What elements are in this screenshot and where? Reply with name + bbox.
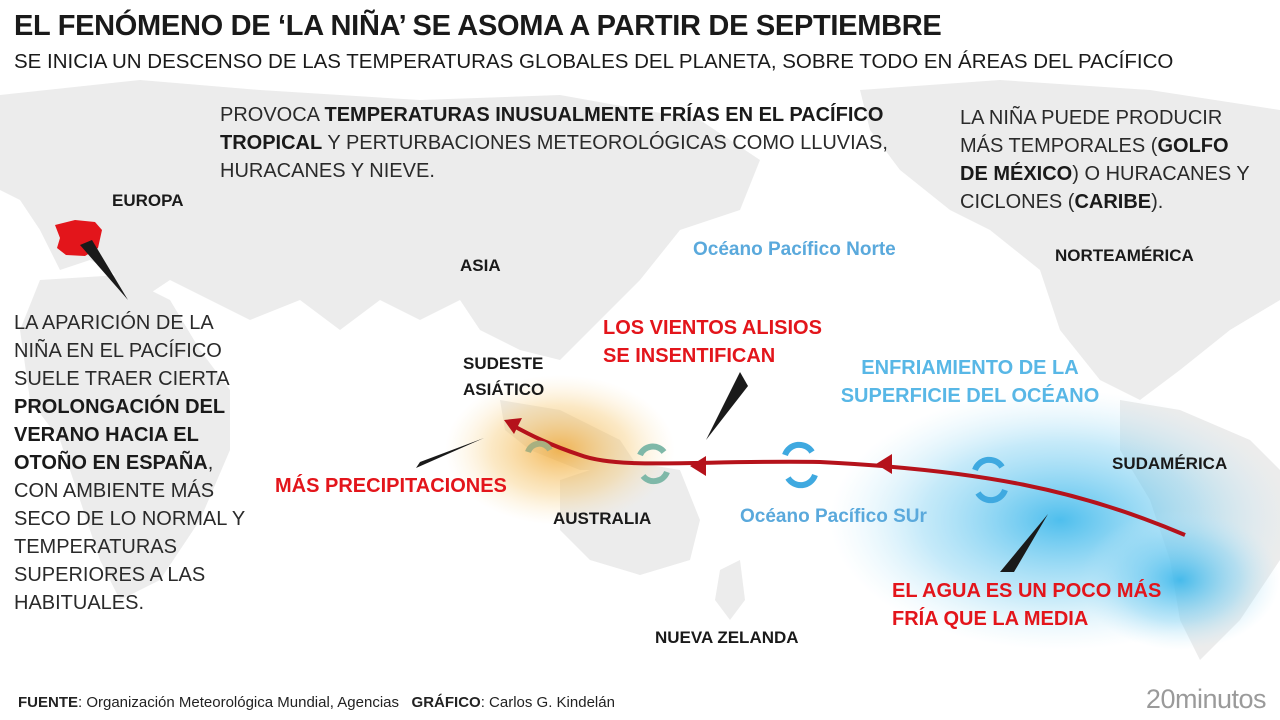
- arrowhead: [504, 418, 522, 434]
- cyclone: [525, 440, 553, 454]
- credit: : Carlos G. Kindelán: [480, 694, 615, 711]
- note-emphasis: PROLONGACIÓN DEL VERANO HACIA EL OTOÑO E…: [14, 396, 225, 474]
- cyclone: [972, 456, 1008, 504]
- pointer: [706, 372, 748, 440]
- note: LA NIÑA PUEDE PRODUCIR MÁS TEMPORALES (G…: [960, 104, 1260, 216]
- place-label: NORTEAMÉRICA: [1055, 246, 1194, 265]
- brand-logo: 20minutos: [1145, 684, 1267, 714]
- title: EL FENÓMENO DE ‘LA NIÑA’ SE ASOMA A PART…: [14, 10, 942, 42]
- callout: ENFRIAMIENTO DE LA SUPERFICIE DEL OCÉANO: [840, 357, 1100, 407]
- pointer: [80, 240, 128, 300]
- source-label: FUENTE: [18, 694, 78, 711]
- callout: MÁS PRECIPITACIONES: [275, 475, 507, 497]
- place-label: EUROPA: [112, 191, 184, 210]
- arrowheads: [504, 418, 892, 476]
- place-label: ASIA: [460, 256, 501, 275]
- pointer: [416, 438, 484, 468]
- note: PROVOCA TEMPERATURAS INUSUALMENTE FRÍAS …: [220, 101, 910, 185]
- note: LA APARICIÓN DE LA NIÑA EN EL PACÍFICO S…: [14, 309, 249, 617]
- note-emphasis: GOLFO DE MÉXICO: [960, 135, 1229, 185]
- pointer: [1000, 514, 1048, 572]
- place-label: NUEVA ZELANDA: [655, 628, 799, 647]
- callout: LOS VIENTOS ALISIOS SE INSENTIFICAN: [603, 317, 822, 367]
- note-emphasis: TEMPERATURAS INUSUALMENTE FRÍAS EN EL PA…: [220, 104, 884, 154]
- subtitle: SE INICIA UN DESCENSO DE LAS TEMPERATURA…: [14, 50, 1174, 73]
- arrowhead: [876, 454, 892, 474]
- pointers: [80, 240, 1048, 572]
- source: : Organización Meteorológica Mundial, Ag…: [78, 694, 400, 711]
- place-label: SUDAMÉRICA: [1112, 454, 1228, 473]
- place-label: SUDESTE ASIÁTICO: [463, 354, 545, 399]
- arrowhead: [690, 456, 706, 476]
- current-arrow: [511, 423, 1186, 537]
- note-text: ) O HURACANES Y CICLONES (: [960, 163, 1250, 213]
- cyclones: [525, 440, 1008, 504]
- note-text: PROVOCA: [220, 104, 325, 126]
- ocean-label: Océano Pacífico Norte: [693, 239, 896, 260]
- note-text: ).: [1151, 191, 1164, 213]
- footer: FUENTE: Organización Meteorológica Mundi…: [18, 694, 615, 711]
- cyclone: [637, 443, 670, 485]
- cold-water-glow: [1080, 510, 1280, 650]
- note-text: , CON AMBIENTE MÁS SECO DE LO NORMAL Y T…: [14, 452, 245, 614]
- cyclone: [782, 441, 818, 489]
- note-text: LA NIÑA PUEDE PRODUCIR MÁS TEMPORALES (: [960, 107, 1223, 157]
- callout: EL AGUA ES UN POCO MÁS FRÍA QUE LA MEDIA: [892, 580, 1162, 630]
- ocean-label: Océano Pacífico SUr: [740, 506, 927, 527]
- place-label: AUSTRALIA: [553, 509, 652, 528]
- note-text: LA APARICIÓN DE LA NIÑA EN EL PACÍFICO S…: [14, 312, 229, 390]
- credit-label: GRÁFICO: [411, 694, 481, 711]
- warm-water-glow: [445, 375, 675, 525]
- note-emphasis: CARIBE: [1074, 191, 1152, 213]
- note-text: Y PERTURBACIONES METEOROLÓGICAS COMO LLU…: [220, 132, 888, 182]
